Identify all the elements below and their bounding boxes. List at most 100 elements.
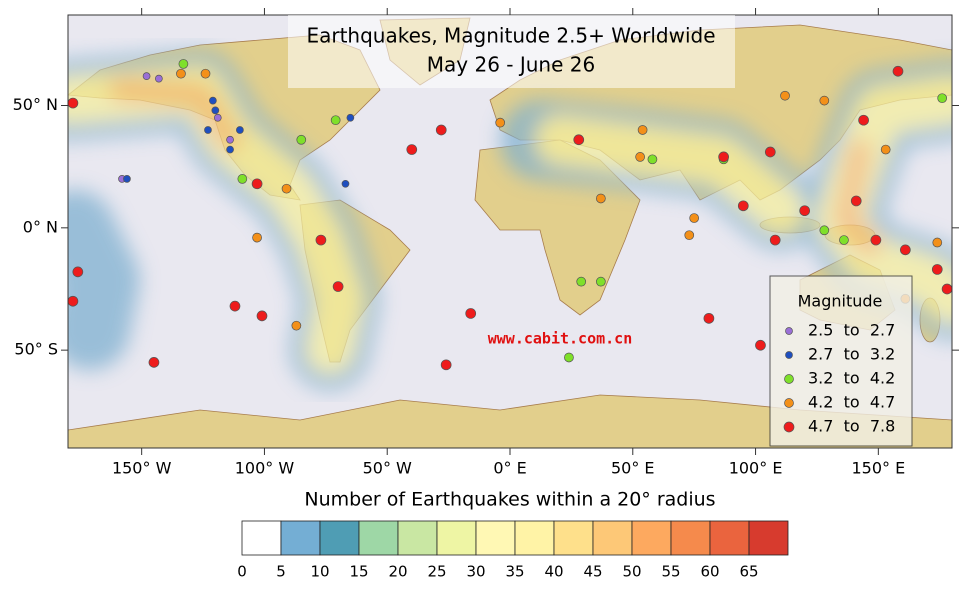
x-tick-label: 150° E	[851, 459, 905, 478]
earthquake	[236, 126, 244, 134]
earthquake	[176, 68, 186, 79]
earthquake	[237, 174, 248, 184]
earthquake	[769, 234, 781, 246]
colorbar-tick-label: 30	[466, 563, 485, 581]
earthquake	[596, 276, 606, 287]
earthquake	[737, 200, 749, 212]
earthquake	[684, 230, 695, 241]
earthquake	[435, 124, 447, 136]
earthquake	[406, 144, 418, 155]
earthquake	[209, 96, 217, 105]
earthquake	[291, 320, 302, 331]
legend-box	[769, 275, 913, 447]
x-tick-label: 50° W	[363, 459, 412, 478]
earthquake	[899, 244, 911, 256]
earthquake	[937, 93, 948, 104]
colorbar-tick-label: 60	[700, 563, 719, 581]
earthquake	[764, 146, 776, 158]
colorbar-tick-label: 35	[505, 563, 524, 581]
earthquake	[850, 195, 862, 207]
y-tick-label: 50° N	[13, 95, 58, 114]
subtitle: May 26 - June 26	[427, 53, 595, 77]
earthquake	[799, 205, 811, 217]
earthquake	[226, 145, 234, 154]
x-tick-label: 150° W	[112, 459, 172, 478]
earthquake	[931, 264, 943, 275]
earthquake	[819, 225, 830, 236]
legend-marker	[784, 374, 794, 384]
earthquake	[703, 312, 715, 324]
legend-title: Magnitude	[798, 292, 883, 311]
earthquake	[870, 234, 882, 246]
earthquake	[72, 266, 84, 278]
earthquake	[780, 90, 790, 101]
earthquake	[341, 179, 350, 188]
title-box	[288, 15, 735, 88]
title: Earthquakes, Magnitude 2.5+ Worldwide	[306, 24, 715, 48]
earthquake	[495, 117, 506, 128]
watermark: www.cabit.com.cn	[488, 330, 633, 348]
earthquake	[332, 281, 344, 292]
colorbar-box	[514, 520, 555, 556]
earthquake	[211, 106, 220, 115]
earthquake	[148, 357, 160, 368]
earthquake	[204, 126, 212, 134]
colorbar-box	[280, 520, 321, 556]
colorbar-box	[436, 520, 477, 556]
x-tick-label: 0° E	[493, 459, 526, 478]
legend-label: 2.7 to 3.2	[808, 345, 895, 364]
earthquake	[256, 310, 268, 322]
earthquake	[229, 300, 241, 312]
colorbar-tick-label: 5	[276, 563, 286, 581]
earthquake	[647, 154, 658, 165]
earthquake	[68, 97, 79, 109]
earthquake	[330, 115, 341, 126]
earthquake	[596, 193, 606, 204]
colorbar-tick-label: 20	[388, 563, 407, 581]
legend-label: 4.7 to 7.8	[808, 417, 895, 436]
earthquake	[573, 134, 585, 146]
colorbar-box	[670, 520, 711, 556]
earthquake	[68, 295, 79, 307]
colorbar-box	[397, 520, 438, 556]
colorbar-box	[475, 520, 516, 556]
legend-marker	[784, 398, 794, 408]
y-tick-label: 0° N	[23, 217, 58, 236]
x-tick-label: 100° W	[235, 459, 295, 478]
earthquake	[465, 308, 477, 319]
earthquake	[281, 183, 292, 194]
legend-marker	[785, 351, 793, 359]
earthquake	[637, 125, 648, 135]
colorbar-tick-label: 55	[661, 563, 680, 581]
earthquake	[315, 234, 327, 246]
earthquake	[880, 144, 891, 155]
earthquake	[346, 113, 355, 122]
colorbar-box	[592, 520, 633, 556]
colorbar-tick-label: 45	[583, 563, 602, 581]
earthquake	[226, 135, 234, 144]
colorbar-box	[358, 520, 399, 556]
earthquake	[718, 151, 729, 163]
earthquake	[213, 113, 222, 122]
earthquake	[252, 232, 262, 243]
earthquake	[123, 175, 131, 183]
colorbar-tick-label: 10	[310, 563, 329, 581]
x-tick-label: 50° E	[611, 459, 655, 478]
earthquake	[440, 359, 452, 371]
earthquake	[839, 235, 849, 245]
earthquake	[155, 74, 163, 83]
earthquake	[564, 352, 574, 363]
colorbar-tick-label: 65	[739, 563, 758, 581]
earthquake	[689, 213, 700, 223]
colorbar-tick-label: 15	[349, 563, 368, 581]
earthquake	[819, 95, 830, 106]
earthquake	[635, 152, 645, 162]
earthquake	[941, 283, 952, 295]
earthquake	[858, 114, 869, 126]
legend-label: 2.5 to 2.7	[808, 321, 895, 340]
colorbar-tick-label: 0	[237, 563, 247, 581]
legend-marker	[783, 421, 795, 433]
earthquake	[755, 339, 766, 351]
colorbar-box	[631, 520, 672, 556]
colorbar-box	[709, 520, 750, 556]
